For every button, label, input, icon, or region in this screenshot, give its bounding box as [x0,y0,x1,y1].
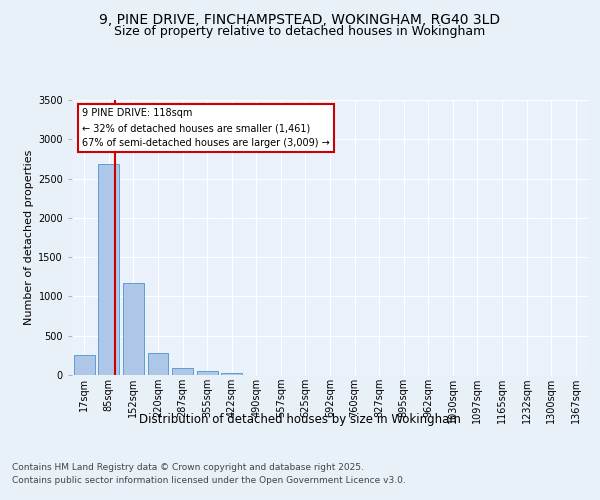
Bar [74,355,95,375]
Bar [221,372,242,375]
Bar [172,368,193,375]
Y-axis label: Number of detached properties: Number of detached properties [24,150,34,325]
Bar [148,352,169,375]
Bar [123,284,144,375]
Text: 9 PINE DRIVE: 118sqm
← 32% of detached houses are smaller (1,461)
67% of semi-de: 9 PINE DRIVE: 118sqm ← 32% of detached h… [82,108,330,148]
Bar [197,372,218,375]
Text: Contains HM Land Registry data © Crown copyright and database right 2025.: Contains HM Land Registry data © Crown c… [12,462,364,471]
Bar [98,164,119,375]
Text: Distribution of detached houses by size in Wokingham: Distribution of detached houses by size … [139,412,461,426]
Text: Contains public sector information licensed under the Open Government Licence v3: Contains public sector information licen… [12,476,406,485]
Text: Size of property relative to detached houses in Wokingham: Size of property relative to detached ho… [115,25,485,38]
Text: 9, PINE DRIVE, FINCHAMPSTEAD, WOKINGHAM, RG40 3LD: 9, PINE DRIVE, FINCHAMPSTEAD, WOKINGHAM,… [100,12,500,26]
